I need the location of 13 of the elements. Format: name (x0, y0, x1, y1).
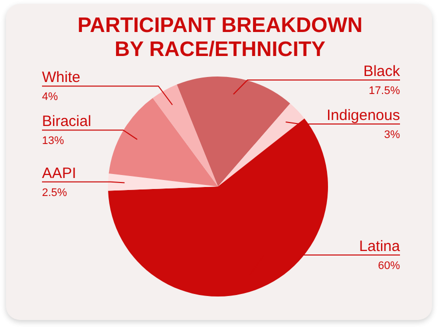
slice-label: White (42, 69, 80, 86)
slice-label: AAPI (42, 164, 76, 182)
data-label: 17.5% (368, 85, 400, 97)
data-label: 2.5% (42, 186, 68, 199)
slice-label: Biracial (42, 113, 92, 130)
slice-label: Black (363, 63, 400, 80)
chart-title: PARTICIPANT BREAKDOWN BY RACE/ETHNICITY (76, 14, 364, 62)
data-label: 4% (42, 91, 58, 104)
data-label: 60% (378, 260, 400, 272)
data-label: 3% (384, 129, 400, 141)
slice-label: Indigenous (326, 107, 400, 124)
slice-label: Latina (359, 238, 401, 255)
data-label: 13% (42, 135, 64, 148)
